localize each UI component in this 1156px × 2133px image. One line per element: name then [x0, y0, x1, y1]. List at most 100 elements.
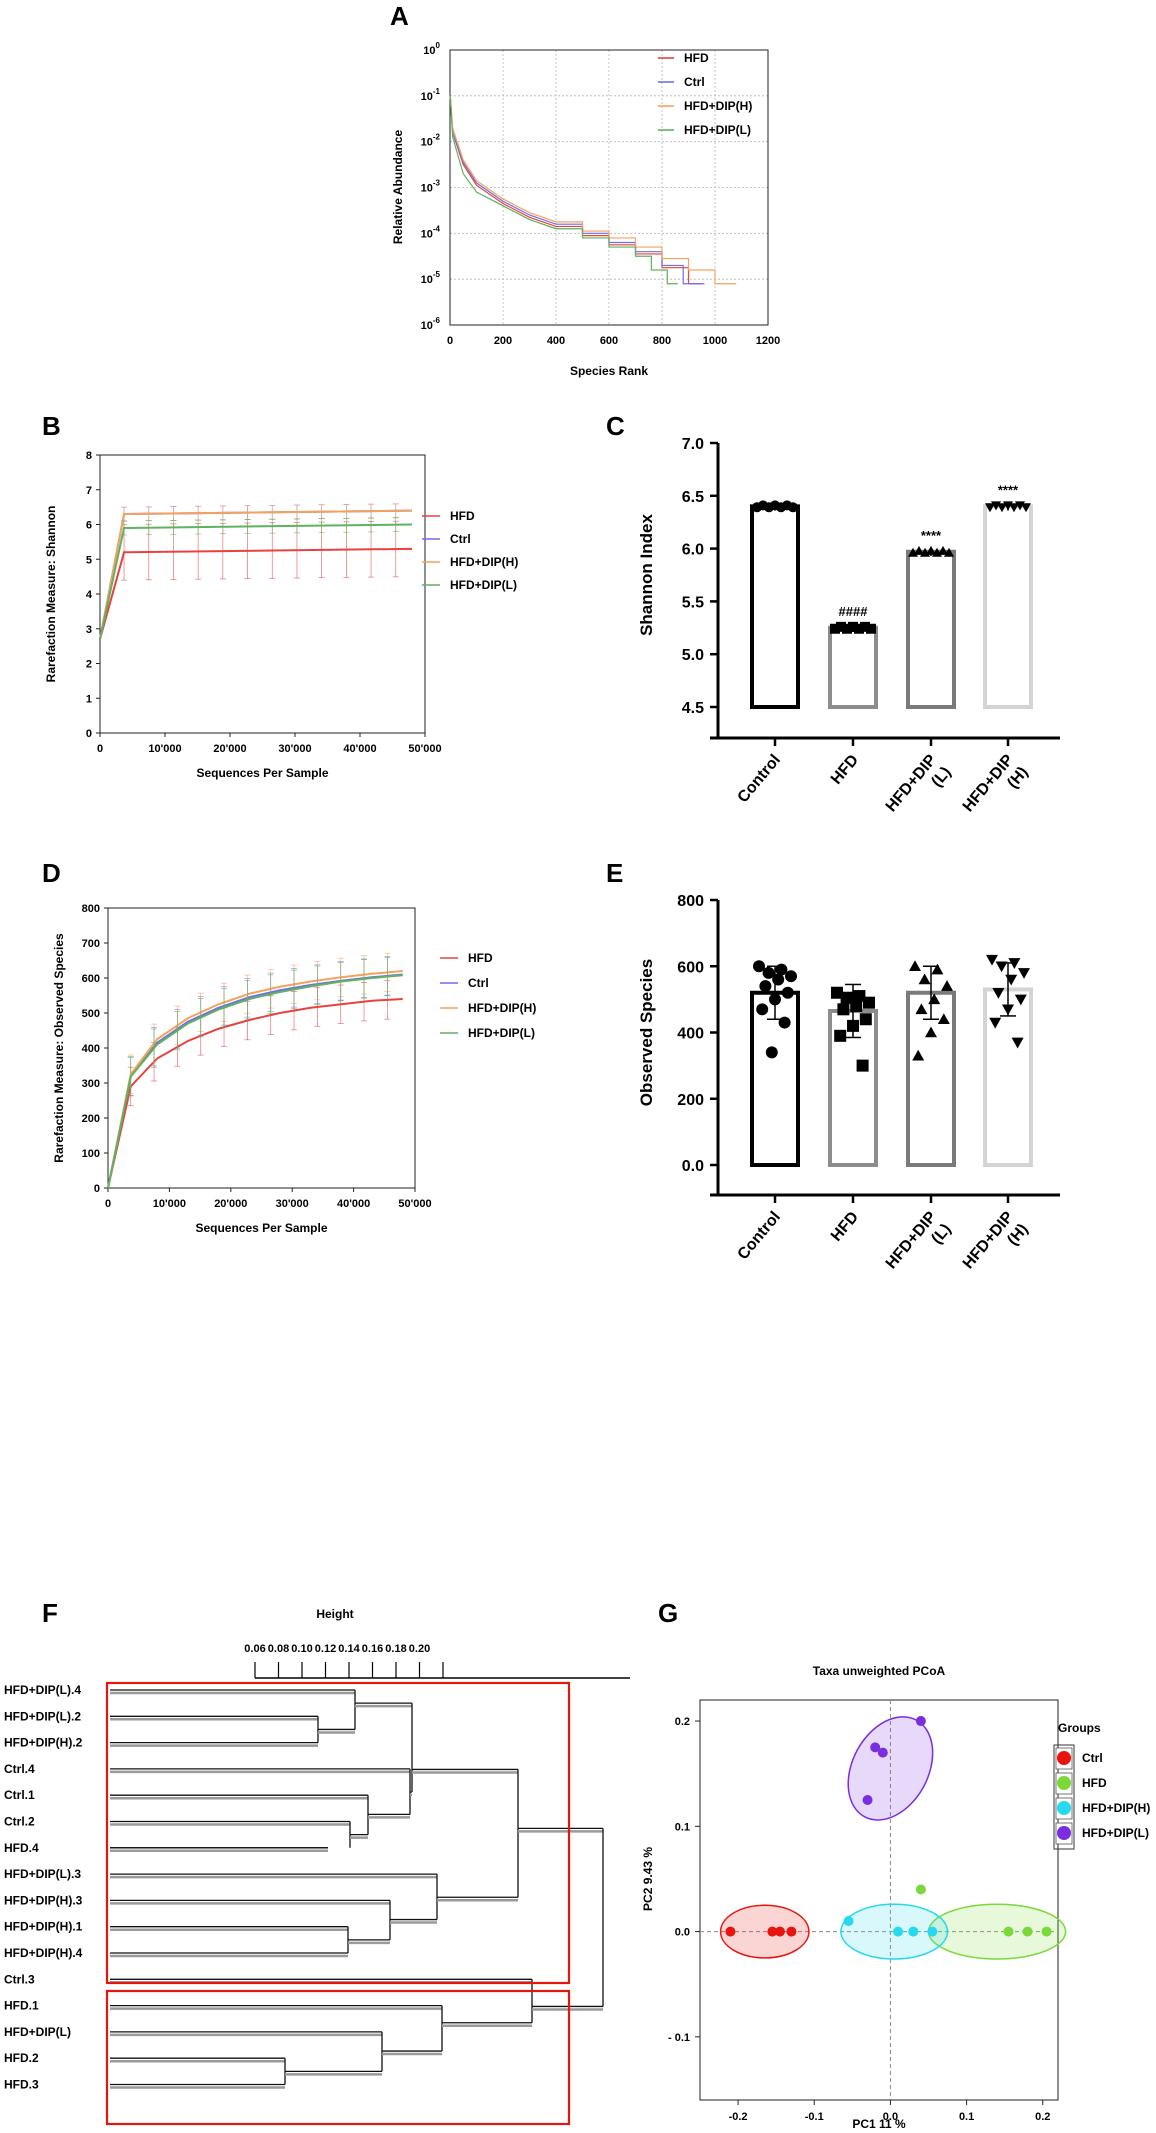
a-series-line	[449, 95, 705, 285]
g-title: Taxa unweighted PCoA	[813, 1664, 946, 1678]
b-series-line	[99, 547, 413, 640]
c-data-point	[938, 545, 948, 555]
c-data-point	[854, 623, 864, 634]
g-data-point	[870, 1742, 881, 1753]
e-y-tick-label: 600	[677, 959, 704, 976]
a-y-tick-label: 100	[423, 41, 440, 57]
a-x-tick-label: 1000	[703, 335, 727, 347]
panel-label-e: E	[606, 858, 623, 888]
b-x-tick-label: 40'000	[343, 743, 376, 755]
d-y-tick-label: 100	[82, 1148, 100, 1160]
c-x-tick-label: HFD+DIP(L)	[883, 751, 955, 827]
g-data-point	[862, 1795, 873, 1805]
e-y-tick-label: 800	[677, 893, 704, 910]
c-data-point	[997, 503, 1007, 513]
f-height-tick-label: 0.08	[268, 1643, 289, 1655]
b-y-tick-label: 6	[86, 520, 92, 532]
c-significance-label: ****	[998, 482, 1019, 497]
a-plot-frame	[449, 49, 769, 326]
d-x-tick-label: 30'000	[276, 1198, 309, 1210]
g-legend-label: HFD+DIP(H)	[1082, 1801, 1150, 1815]
c-x-tick-label: Control	[734, 752, 784, 806]
a-y-tick-label: 10-3	[421, 179, 441, 195]
f-leaf-label: HFD+DIP(L).3	[4, 1867, 81, 1881]
g-x-tick-label: -0.2	[729, 2111, 748, 2123]
c-data-point	[985, 503, 995, 513]
e-data-point	[989, 1017, 1002, 1029]
f-leaf-label: HFD.2	[4, 2051, 39, 2065]
g-y-tick-label: - 0.1	[668, 2032, 690, 2044]
e-data-point	[1005, 974, 1018, 986]
d-y-axis-label: Rarefaction Measure: Observed Species	[52, 933, 66, 1163]
g-legend-frame	[1053, 1744, 1075, 1850]
c-data-point	[1021, 503, 1031, 513]
d-legend-label: HFD+DIP(H)	[468, 1001, 536, 1015]
e-data-point	[756, 1003, 769, 1016]
e-data-point	[931, 963, 944, 975]
d-x-tick-label: 0	[105, 1198, 111, 1210]
b-y-tick-label: 0	[86, 728, 92, 740]
d-x-tick-label: 20'000	[214, 1198, 247, 1210]
g-x-tick-label: 0.0	[883, 2111, 898, 2123]
e-data-point	[785, 970, 797, 983]
a-legend-label: Ctrl	[684, 75, 705, 89]
f-height-tick-label: 0.06	[244, 1643, 265, 1655]
c-data-point	[866, 623, 876, 634]
a-x-tick-label: 0	[447, 335, 453, 347]
e-data-point	[918, 973, 931, 985]
c-data-point	[914, 545, 924, 555]
b-x-tick-label: 0	[97, 743, 103, 755]
g-legend-label: HFD+DIP(L)	[1082, 1826, 1149, 1840]
d-y-tick-label: 500	[82, 1008, 100, 1020]
b-y-tick-label: 7	[86, 485, 92, 497]
c-bar	[906, 549, 956, 709]
e-data-point	[915, 1003, 928, 1015]
panel-label-d: D	[42, 858, 61, 888]
d-series-line	[107, 970, 403, 1189]
g-y-tick-label: 0.1	[675, 1821, 690, 1833]
c-bar	[750, 504, 800, 709]
a-y-tick-label: 10-6	[421, 316, 441, 332]
d-y-tick-label: 200	[82, 1113, 100, 1125]
b-y-tick-label: 8	[86, 450, 92, 462]
b-legend-label: HFD	[450, 509, 475, 523]
f-height-tick-label: 0.12	[315, 1643, 336, 1655]
a-y-axis-label: Relative Abundance	[391, 130, 405, 245]
e-data-point	[937, 1013, 950, 1025]
e-data-point	[772, 973, 785, 986]
f-axis-title: Height	[316, 1607, 353, 1621]
g-x-axis-label: PC1 11 %	[852, 2117, 906, 2131]
a-x-tick-label: 600	[600, 335, 618, 347]
e-bar	[983, 987, 1033, 1167]
f-leaf-label: Ctrl.1	[4, 1788, 35, 1802]
g-y-tick-label: 0.2	[675, 1716, 690, 1728]
g-legend-swatch	[1057, 1751, 1071, 1765]
e-data-point	[831, 986, 843, 999]
f-leaf-label: HFD+DIP(H).4	[4, 1946, 83, 1960]
e-data-point	[853, 990, 866, 1003]
g-data-point	[927, 1926, 938, 1937]
a-series-line	[449, 95, 737, 285]
e-data-point	[992, 987, 1005, 999]
e-data-point	[840, 991, 853, 1004]
c-y-tick-label: 5.0	[682, 647, 704, 664]
e-data-point	[759, 980, 772, 993]
b-x-tick-label: 20'000	[213, 743, 246, 755]
d-x-tick-label: 50'000	[398, 1198, 431, 1210]
a-x-tick-label: 200	[494, 335, 512, 347]
g-data-point	[786, 1926, 797, 1937]
e-data-point	[856, 1059, 869, 1072]
b-y-tick-label: 1	[86, 693, 92, 705]
e-data-point	[925, 1026, 937, 1038]
e-x-tick-label: Control	[734, 1209, 784, 1263]
f-height-tick-label: 0.18	[385, 1643, 406, 1655]
f-leaf-label: Ctrl.4	[4, 1762, 35, 1776]
g-data-point	[843, 1916, 854, 1927]
g-data-point	[774, 1926, 785, 1937]
d-x-tick-label: 40'000	[337, 1198, 370, 1210]
f-leaf-label: Ctrl.3	[4, 1972, 35, 1986]
e-y-tick-label: 400	[677, 1026, 704, 1043]
b-x-tick-label: 10'000	[148, 743, 181, 755]
e-data-point	[1018, 968, 1030, 979]
e-data-point	[909, 960, 921, 972]
